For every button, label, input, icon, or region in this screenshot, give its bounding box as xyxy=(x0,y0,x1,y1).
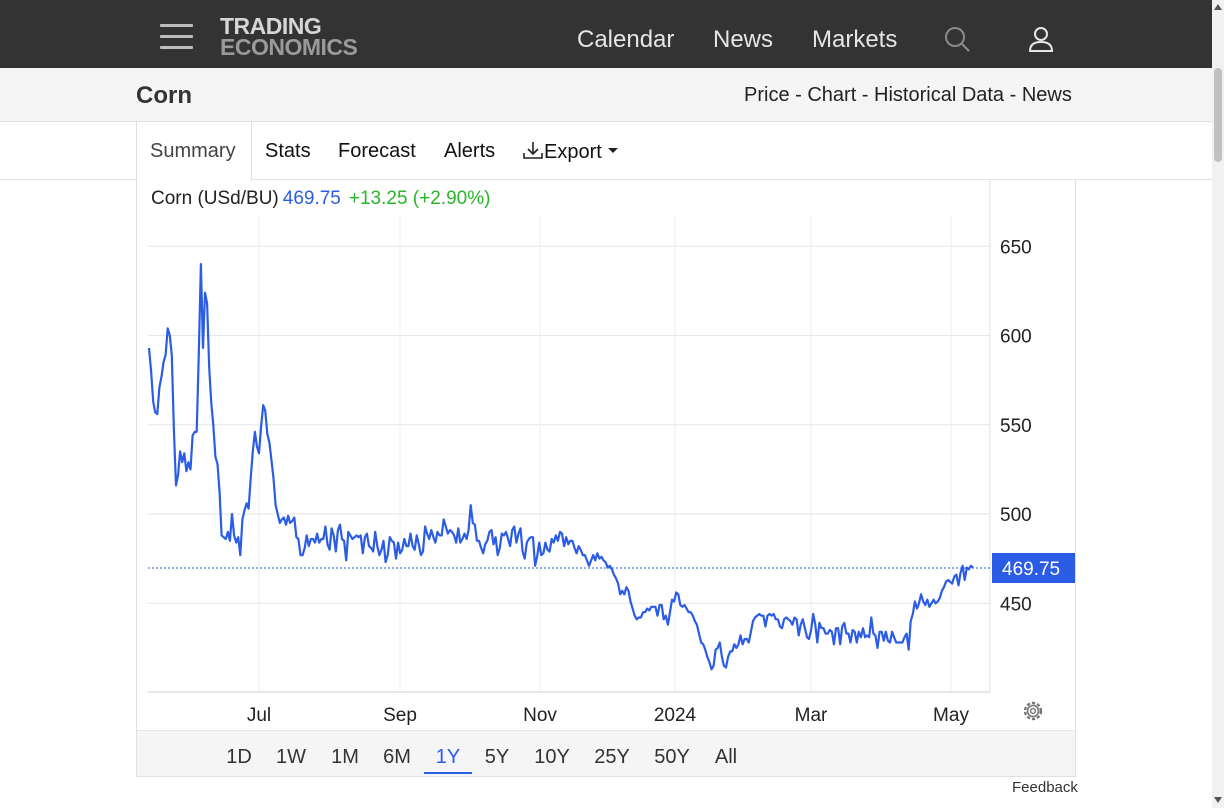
tab-summary-active-bg xyxy=(136,122,252,181)
nav-markets-link[interactable]: Markets xyxy=(812,26,898,53)
tab-stats[interactable]: Stats xyxy=(265,140,311,162)
y-tick-label: 600 xyxy=(1000,327,1032,348)
scroll-up-arrow-icon[interactable] xyxy=(1214,4,1222,10)
x-tick-label: May xyxy=(933,705,969,726)
chart-price: 469.75 xyxy=(282,188,341,209)
tabs-bar xyxy=(0,122,1212,180)
tab-alerts[interactable]: Alerts xyxy=(444,140,496,162)
chart-settings-gear-icon xyxy=(1023,701,1043,721)
y-axis-labels: 650 600 550 500 450 xyxy=(1000,237,1032,615)
y-tick-label: 450 xyxy=(1000,594,1032,615)
top-navbar: TRADING ECONOMICS Calendar News Markets xyxy=(0,0,1212,68)
last-price-badge xyxy=(992,553,1075,583)
y-tick-label: 650 xyxy=(1000,237,1032,258)
page-subheader xyxy=(0,68,1212,122)
chart-header: Corn (USd/BU) 469.75 +13.25 (+2.90%) xyxy=(151,188,490,210)
page-title: Corn xyxy=(136,82,192,109)
chart-panel xyxy=(136,180,1076,777)
chart-change: +13.25 (+2.90%) xyxy=(348,188,491,209)
subnav-links[interactable]: Price - Chart - Historical Data - News xyxy=(744,84,1072,106)
feedback-link[interactable]: Feedback xyxy=(1012,779,1078,796)
page-scrollbar[interactable] xyxy=(1212,0,1224,808)
logo-line2: ECONOMICS xyxy=(220,34,358,60)
export-label: Export xyxy=(544,141,602,163)
nav-calendar-link[interactable]: Calendar xyxy=(577,26,675,53)
x-tick-label: 2024 xyxy=(654,705,697,726)
tab-export[interactable]: Export xyxy=(522,140,619,164)
y-tick-label: 500 xyxy=(1000,505,1032,526)
logo[interactable]: TRADING ECONOMICS xyxy=(220,13,358,60)
x-tick-label: Nov xyxy=(523,705,557,726)
range-button-1d[interactable]: 1D xyxy=(226,746,252,768)
chart-grid xyxy=(148,180,991,693)
logo-line1: TRADING xyxy=(220,13,322,39)
download-icon xyxy=(523,142,543,159)
range-button-1w[interactable]: 1W xyxy=(276,746,306,768)
chart-series-label: Corn (USd/BU) xyxy=(151,188,279,209)
x-tick-label: Sep xyxy=(383,705,417,726)
range-button-25y[interactable]: 25Y xyxy=(594,746,630,768)
x-axis-labels: Jul Sep Nov 2024 Mar May xyxy=(247,705,970,726)
range-button-10y[interactable]: 10Y xyxy=(534,746,570,768)
nav-news-link[interactable]: News xyxy=(713,26,774,53)
tab-forecast[interactable]: Forecast xyxy=(338,140,416,162)
user-account-icon[interactable] xyxy=(1026,24,1056,54)
range-button-5y[interactable]: 5Y xyxy=(484,746,510,768)
scroll-down-arrow-icon[interactable] xyxy=(1214,797,1222,803)
series-line xyxy=(147,263,974,671)
price-chart[interactable]: Jul Sep Nov 2024 Mar May 650 600 550 500 450 469.… xyxy=(0,0,1212,730)
y-tick-label: 550 xyxy=(1000,416,1032,437)
range-button-50y[interactable]: 50Y xyxy=(654,746,690,768)
range-button-all[interactable]: All xyxy=(714,746,738,768)
x-tick-label: Mar xyxy=(795,705,828,726)
range-button-6m[interactable]: 6M xyxy=(383,746,411,768)
tab-summary[interactable]: Summary xyxy=(150,140,236,162)
last-price-label: 469.75 xyxy=(1002,559,1060,580)
scrollbar-thumb[interactable] xyxy=(1214,68,1222,162)
hamburger-menu-icon[interactable] xyxy=(160,24,193,50)
range-button-1m[interactable]: 1M xyxy=(331,746,359,768)
search-icon[interactable] xyxy=(942,24,972,54)
range-active-underline xyxy=(424,772,472,774)
range-selector-bar xyxy=(137,730,1075,776)
x-tick-label: Jul xyxy=(247,705,271,726)
range-button-1y[interactable]: 1Y xyxy=(435,746,461,768)
caret-down-icon xyxy=(608,148,619,153)
